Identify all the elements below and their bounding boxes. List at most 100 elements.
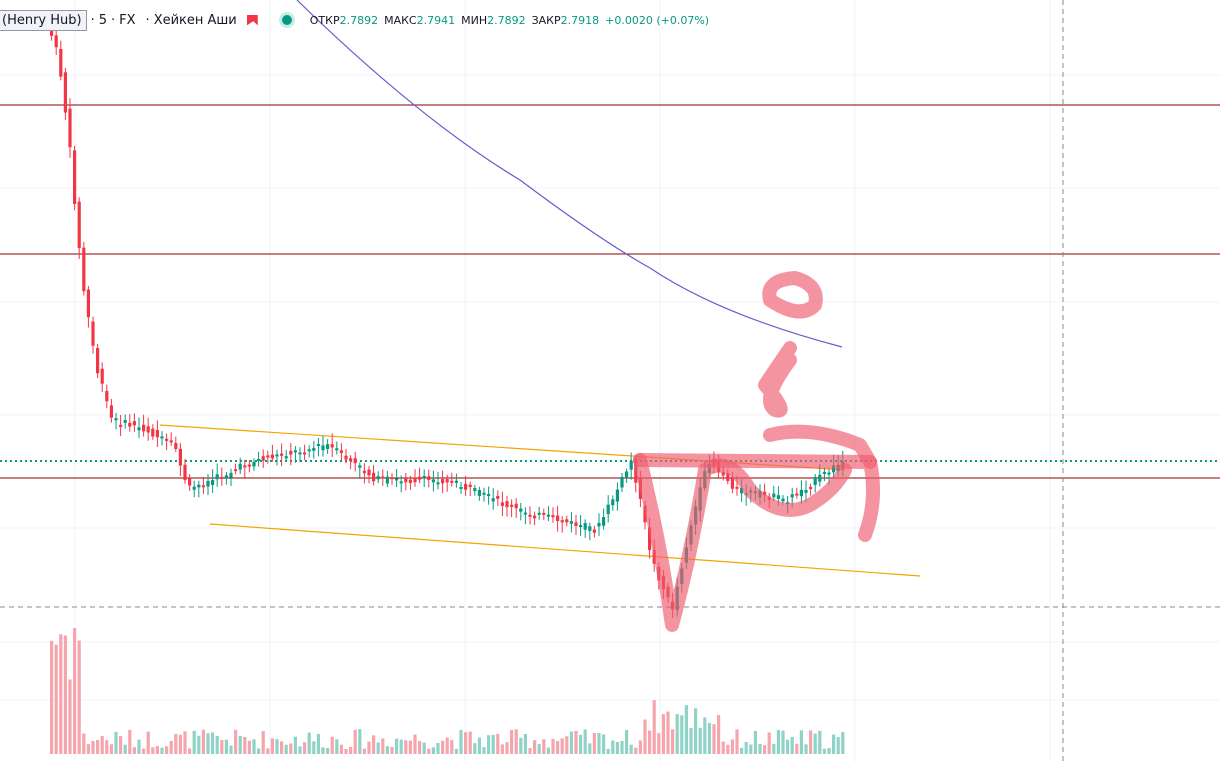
volume-bar [86,744,90,754]
candle-body [579,525,583,528]
candle-body [54,35,58,48]
candle-body [376,476,380,480]
volume-bar [142,748,146,754]
volume-bar [238,735,242,754]
candle-body [514,503,518,509]
volume-bar [781,730,785,754]
candle-body [243,465,247,468]
candle-body [464,483,468,490]
volume-bar [192,730,196,754]
volume-bar [583,729,587,754]
volume-bar [307,732,311,754]
candle-body [349,458,353,462]
trend-line [209,523,921,577]
volume-bar [629,744,633,754]
volume-bar [399,739,403,754]
volume-bar [206,733,210,754]
volume-bar [188,748,192,754]
candle-body [556,515,560,521]
candle-body [114,418,118,421]
low-value: 2.7892 [487,13,526,27]
volume-bar [786,739,790,754]
volume-bar [556,740,560,754]
volume-bar [413,734,417,754]
volume-bar [542,739,546,754]
volume-bar [275,739,279,754]
candle-body [620,476,624,488]
volume-bar [63,635,67,754]
candle-body [91,321,95,346]
candle-body [303,452,307,455]
candle-body [606,504,610,515]
candle-body [169,440,173,443]
volume-bar [404,740,408,754]
candle-body [445,479,449,483]
volume-bar [726,744,730,754]
volume-bar [638,740,642,754]
candle-body [721,471,725,476]
interval[interactable]: 5 [98,12,108,28]
candle-body [100,368,104,384]
candle-body [408,479,412,483]
candle-body [155,430,159,438]
candle-body [832,465,836,473]
candle-body [454,480,458,483]
volume-bar [744,742,748,754]
candle-body [592,529,596,533]
candle-body [151,428,155,437]
volume-bar [643,719,647,754]
volume-bar [799,730,803,754]
volume-bar [303,742,307,754]
volume-bar [510,730,514,754]
volume-bar [813,733,817,754]
candle-body [224,475,228,479]
candle-body [165,438,169,441]
candle-body [266,455,270,458]
volume-bar [441,740,445,754]
volume-bar [119,736,123,754]
volume-bar [464,732,468,754]
volume-bar [358,729,362,754]
volume-bar [160,747,164,754]
candle-body [229,472,233,478]
volume-bar [827,748,831,754]
candle-body [174,443,178,450]
symbol[interactable]: (Henry Hub) [0,9,87,31]
volume-bar [606,748,610,754]
volume-bar [822,748,826,754]
candle-body [611,499,615,506]
candle-body [643,505,647,523]
handwriting [633,271,880,632]
low-label: МИН [461,13,488,27]
candle-body [813,477,817,485]
candle-body [73,150,77,204]
volume-bar [758,744,762,754]
candle-body [119,424,123,427]
candle-body [339,450,343,454]
volume-bar [565,736,569,754]
candle-body [533,515,537,519]
volume-bar [730,739,734,754]
volume-bar [450,740,454,754]
candle-body [137,427,141,431]
candle-body [335,448,339,451]
volume-bar [763,745,767,754]
chart-style[interactable]: Хейкен Аши [153,12,237,28]
candle-body [427,476,431,480]
candle-body [505,501,509,508]
candle-body [381,476,385,479]
volume-bar [372,735,376,754]
volume-bar [109,744,113,754]
volume-bar [588,743,592,754]
volume-bar [77,640,81,754]
candle-body [390,477,394,480]
candle-body [542,512,546,515]
candle-body [247,464,251,467]
volume-bar [500,744,504,754]
legend: (Henry Hub) · 5 · FX · Хейкен Аши ОТКР 2.789… [0,8,715,32]
volume-bar [229,745,233,754]
volume-bar [316,733,320,754]
flag-icon[interactable] [246,14,258,26]
volume-bar [257,748,261,754]
volume-bar [174,733,178,754]
